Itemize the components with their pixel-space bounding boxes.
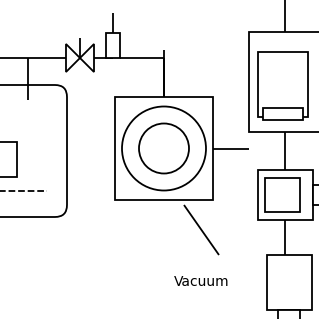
Bar: [313, 185, 319, 205]
Bar: [115, 97, 213, 200]
Bar: [265, 178, 300, 212]
Bar: [258, 170, 313, 220]
Circle shape: [122, 107, 206, 190]
Text: Vacuum: Vacuum: [174, 275, 230, 289]
Polygon shape: [66, 44, 80, 72]
Polygon shape: [80, 44, 94, 72]
Bar: [267, 255, 312, 310]
Bar: [249, 32, 319, 132]
Bar: [258, 52, 308, 117]
Bar: [0, 142, 17, 177]
Bar: [106, 33, 120, 58]
Circle shape: [139, 123, 189, 174]
Bar: [263, 108, 303, 120]
FancyBboxPatch shape: [0, 85, 67, 217]
Bar: [278, 310, 300, 319]
